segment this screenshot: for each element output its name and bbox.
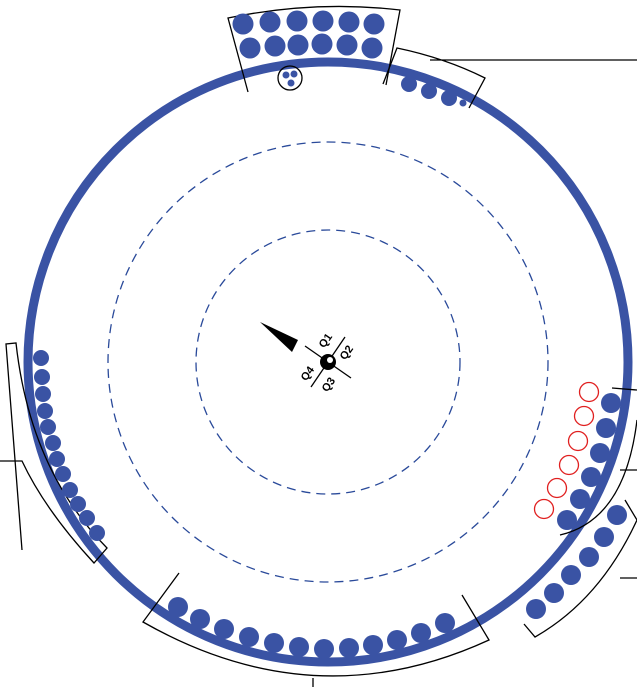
empty-slot bbox=[578, 381, 600, 403]
dot bbox=[37, 403, 53, 419]
dot bbox=[79, 510, 95, 526]
dot bbox=[286, 10, 308, 32]
dot bbox=[339, 638, 359, 658]
dot bbox=[435, 613, 455, 633]
dot bbox=[363, 635, 383, 655]
dashed-ring bbox=[195, 229, 461, 495]
dot bbox=[34, 369, 50, 385]
dot bbox=[421, 83, 437, 99]
dot bbox=[239, 37, 261, 59]
empty-slot bbox=[533, 498, 555, 520]
empty-slot bbox=[546, 477, 568, 499]
empty-slot bbox=[567, 430, 589, 452]
dot bbox=[459, 99, 467, 107]
bracket bbox=[382, 47, 637, 109]
dot bbox=[33, 350, 49, 366]
outer-ring bbox=[23, 57, 633, 667]
dot bbox=[314, 639, 334, 659]
dot bbox=[557, 510, 577, 530]
dot bbox=[264, 35, 286, 57]
dot bbox=[312, 10, 334, 32]
dot bbox=[363, 13, 385, 35]
center-hole bbox=[327, 357, 333, 363]
dot bbox=[596, 418, 616, 438]
dot bbox=[55, 466, 71, 482]
dot bbox=[289, 637, 309, 657]
dot bbox=[89, 525, 105, 541]
dot bbox=[570, 489, 590, 509]
dot bbox=[411, 623, 431, 643]
dot bbox=[287, 79, 295, 87]
dot bbox=[361, 37, 383, 59]
empty-slot bbox=[573, 405, 595, 427]
dot bbox=[311, 33, 333, 55]
dot bbox=[49, 451, 65, 467]
dot bbox=[526, 599, 546, 619]
dot bbox=[190, 609, 210, 629]
quadrant-label: Q3 bbox=[320, 375, 338, 394]
quadrant-label: Q2 bbox=[338, 343, 356, 362]
dot bbox=[336, 34, 358, 56]
bracket bbox=[523, 499, 637, 638]
dot bbox=[35, 386, 51, 402]
pointer bbox=[260, 322, 298, 352]
dot bbox=[168, 597, 188, 617]
dot bbox=[607, 505, 627, 525]
dot bbox=[264, 633, 284, 653]
dot bbox=[401, 76, 417, 92]
dot bbox=[214, 619, 234, 639]
dot bbox=[581, 467, 601, 487]
dot bbox=[441, 90, 457, 106]
bracket bbox=[142, 572, 490, 687]
dot bbox=[594, 527, 614, 547]
dot bbox=[290, 70, 298, 78]
dashed-ring bbox=[107, 141, 549, 583]
dot bbox=[45, 435, 61, 451]
empty-slot bbox=[558, 454, 580, 476]
dot bbox=[590, 443, 610, 463]
dot bbox=[62, 482, 78, 498]
dot bbox=[287, 34, 309, 56]
dot bbox=[579, 547, 599, 567]
dot bbox=[544, 583, 564, 603]
dot bbox=[561, 565, 581, 585]
dot bbox=[40, 419, 56, 435]
dot bbox=[282, 71, 290, 79]
dot bbox=[387, 630, 407, 650]
dot bbox=[338, 11, 360, 33]
dot bbox=[259, 11, 281, 33]
quadrant-label: Q1 bbox=[317, 331, 335, 350]
dot bbox=[232, 13, 254, 35]
dot bbox=[70, 496, 86, 512]
dot bbox=[601, 393, 621, 413]
bracket bbox=[559, 387, 637, 536]
small-ring bbox=[277, 65, 303, 91]
dot bbox=[239, 627, 259, 647]
